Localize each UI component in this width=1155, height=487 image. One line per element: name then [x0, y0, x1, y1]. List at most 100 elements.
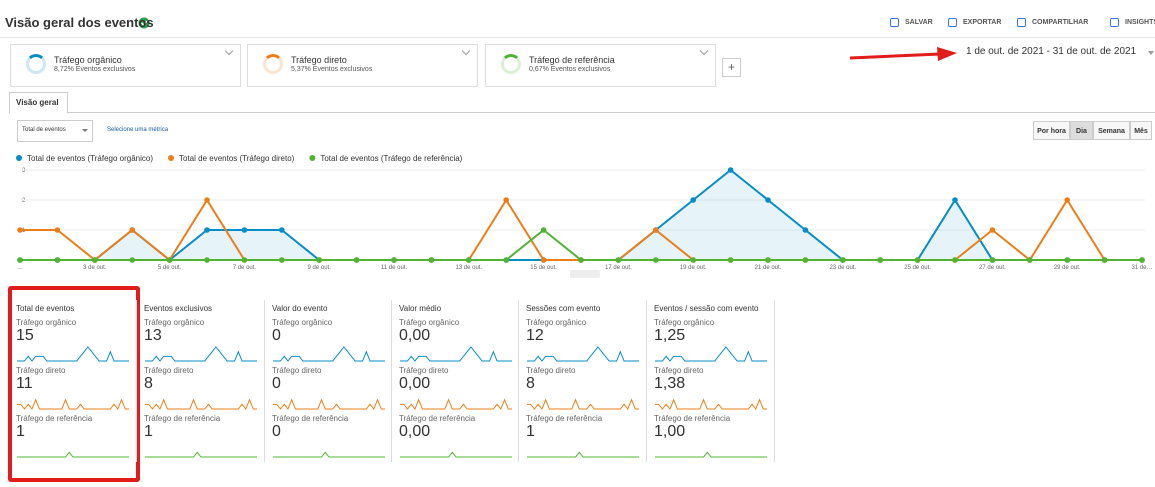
point [690, 197, 696, 203]
sparkline-line [273, 346, 385, 362]
metric-segment: Tráfego de referência [272, 414, 349, 423]
tab-divider [9, 112, 1155, 113]
date-caret [1148, 51, 1154, 55]
action-icon [948, 18, 957, 27]
highlight-box [8, 286, 140, 482]
metric-segment: Tráfego de referência [654, 414, 731, 423]
point [914, 257, 921, 263]
chart-resize-handle[interactable] [570, 270, 600, 278]
metric-segment: Tráfego orgânico [16, 318, 77, 327]
segment-card[interactable] [485, 44, 716, 87]
date-range[interactable]: 1 de out. de 2021 - 31 de out. de 2021 [966, 46, 1137, 57]
point [802, 227, 809, 233]
page-title: Visão geral dos eventos [5, 15, 154, 30]
point [1139, 257, 1145, 263]
metric-segment: Tráfego direto [526, 366, 576, 375]
sparkline-line [527, 451, 639, 458]
segment-detail: 5,37% Eventos exclusivos [291, 66, 373, 73]
sparkline-line [145, 346, 257, 362]
point [241, 257, 248, 263]
metric-segment: Tráfego de referência [399, 414, 476, 423]
metric-value: 1 [526, 423, 535, 440]
granularity-button[interactable]: Mês [1130, 121, 1152, 140]
point [428, 257, 435, 263]
segment-name: Tráfego de referência [529, 55, 615, 65]
sparkline-line [145, 398, 257, 410]
point [653, 257, 659, 263]
point [1064, 257, 1070, 263]
sparkline-line [527, 398, 639, 410]
column-divider [391, 300, 392, 462]
metric-value: 8 [144, 375, 153, 392]
column-divider [646, 300, 647, 462]
point [316, 257, 323, 263]
area [20, 170, 1142, 260]
segment-name: Tráfego direto [291, 55, 347, 65]
metric-title: Valor médio [399, 304, 442, 313]
header-divider [0, 37, 1155, 38]
point [279, 227, 285, 233]
segment-card[interactable] [10, 44, 241, 87]
segment-card[interactable] [247, 44, 478, 87]
metric-title: Eventos exclusivos [144, 304, 213, 313]
point [1027, 257, 1033, 263]
metric-title: Total de eventos [16, 304, 75, 313]
chart: Total de eventos (Tráfego orgânico) Total… [16, 154, 1153, 271]
point [17, 257, 23, 263]
x-tick-label: 29 de out. [1054, 265, 1081, 271]
x-tick-label: … [17, 265, 23, 271]
point [989, 227, 996, 233]
point [129, 257, 135, 263]
metric-segment: Tráfego de referência [16, 414, 93, 423]
sparkline-line [655, 451, 767, 458]
verified-icon [138, 17, 150, 29]
sparkline-line [400, 398, 512, 410]
sparkline [527, 346, 639, 362]
metric-value: 0,00 [399, 423, 431, 440]
point [952, 257, 958, 263]
x-tick-label: 11 de out. [381, 265, 408, 271]
segment-icon [501, 54, 521, 74]
sparkline [273, 451, 385, 458]
metric-value: 15 [16, 327, 34, 344]
point [727, 257, 734, 263]
point [166, 257, 173, 263]
sparkline-line [17, 398, 129, 410]
metric-link[interactable]: Selecione uma métrica [107, 127, 169, 133]
metric-value: 1,25 [654, 327, 686, 344]
metric-select-label[interactable]: Total de eventos [22, 127, 66, 133]
point [765, 257, 771, 263]
tab-label[interactable]: Visão geral [16, 98, 59, 107]
granularity-button[interactable]: Semana [1093, 121, 1130, 140]
segment-icon [263, 54, 283, 74]
point [540, 257, 547, 263]
metric-segment: Tráfego orgânico [654, 318, 715, 327]
metric-value: 1,38 [654, 375, 686, 392]
sparkline [527, 398, 639, 410]
legend-label: Total de eventos (Tráfego direto) [179, 154, 295, 163]
sparkline-line [17, 346, 129, 362]
sparkline [17, 398, 129, 410]
action-button[interactable]: COMPARTILHAR [1032, 19, 1089, 26]
metric-select[interactable] [17, 120, 93, 142]
add-segment-button[interactable]: + [722, 58, 741, 77]
granularity-button[interactable]: Por hora [1033, 121, 1070, 140]
action-button[interactable]: SALVAR [905, 19, 933, 26]
column-divider [136, 300, 137, 462]
sparkline [145, 398, 257, 410]
metric-value: 0,00 [399, 375, 431, 392]
sparkline-line [273, 451, 385, 458]
sparkline-line [273, 398, 385, 410]
action-button[interactable]: INSIGHTS [1125, 19, 1155, 26]
metric-segment: Tráfego de referência [526, 414, 603, 423]
granularity-button[interactable]: Dia [1070, 121, 1093, 140]
point [54, 257, 61, 263]
tab[interactable] [9, 92, 68, 114]
point [727, 167, 734, 173]
column-divider [264, 300, 265, 462]
action-button[interactable]: EXPORTAR [963, 19, 1002, 26]
point [1064, 197, 1070, 203]
sparkline [527, 451, 639, 458]
point [54, 227, 61, 233]
metric-segment: Tráfego direto [654, 366, 704, 375]
